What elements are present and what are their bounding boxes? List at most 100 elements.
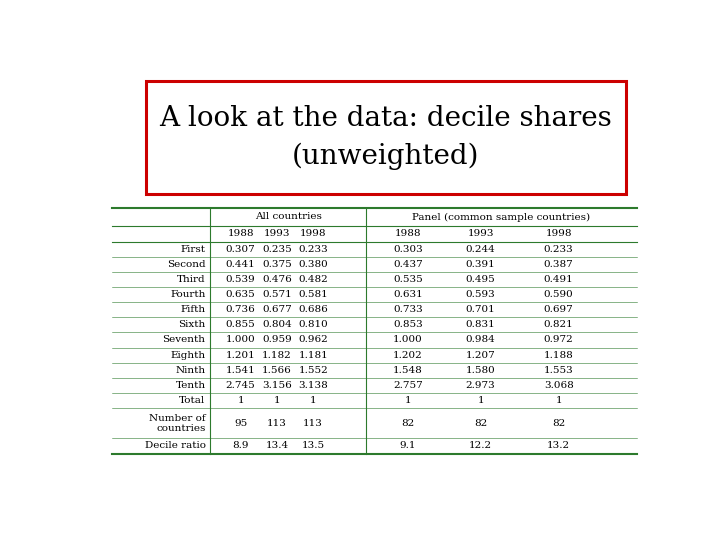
Text: Third: Third — [177, 275, 205, 284]
Text: 1.188: 1.188 — [544, 350, 574, 360]
Text: 1.548: 1.548 — [393, 366, 423, 375]
Text: 3.138: 3.138 — [298, 381, 328, 390]
Text: 1: 1 — [477, 396, 484, 405]
Text: Number of
countries: Number of countries — [149, 414, 205, 433]
Text: 1.553: 1.553 — [544, 366, 574, 375]
Text: Fourth: Fourth — [170, 290, 205, 299]
Text: 0.375: 0.375 — [262, 260, 292, 269]
Text: 0.984: 0.984 — [466, 335, 495, 345]
Text: Ninth: Ninth — [176, 366, 205, 375]
Text: 0.495: 0.495 — [466, 275, 495, 284]
Text: 1.566: 1.566 — [262, 366, 292, 375]
Text: 1.552: 1.552 — [298, 366, 328, 375]
Text: 1998: 1998 — [300, 229, 326, 238]
Text: 113: 113 — [303, 419, 323, 428]
Text: 2.757: 2.757 — [393, 381, 423, 390]
Text: 0.380: 0.380 — [298, 260, 328, 269]
Text: 1.580: 1.580 — [466, 366, 495, 375]
Text: 1: 1 — [405, 396, 411, 405]
Text: All countries: All countries — [255, 212, 322, 221]
Text: 0.491: 0.491 — [544, 275, 574, 284]
Text: 1998: 1998 — [546, 229, 572, 238]
Text: 1993: 1993 — [264, 229, 290, 238]
Text: 0.593: 0.593 — [466, 290, 495, 299]
Text: Seventh: Seventh — [163, 335, 205, 345]
Text: 0.476: 0.476 — [262, 275, 292, 284]
Text: 0.233: 0.233 — [544, 245, 574, 254]
Text: 1988: 1988 — [395, 229, 421, 238]
Text: 0.635: 0.635 — [226, 290, 256, 299]
Text: 0.733: 0.733 — [393, 305, 423, 314]
Text: 0.804: 0.804 — [262, 320, 292, 329]
Text: 9.1: 9.1 — [400, 442, 416, 450]
Text: 0.972: 0.972 — [544, 335, 574, 345]
Text: 2.745: 2.745 — [226, 381, 256, 390]
Text: 1.181: 1.181 — [298, 350, 328, 360]
Text: 8.9: 8.9 — [233, 442, 249, 450]
Text: 1: 1 — [274, 396, 280, 405]
Text: 0.571: 0.571 — [262, 290, 292, 299]
Text: 0.686: 0.686 — [298, 305, 328, 314]
Text: 0.855: 0.855 — [226, 320, 256, 329]
Text: 0.539: 0.539 — [226, 275, 256, 284]
Text: First: First — [181, 245, 205, 254]
Text: A look at the data: decile shares
(unweighted): A look at the data: decile shares (unwei… — [159, 105, 612, 170]
Text: 0.831: 0.831 — [466, 320, 495, 329]
Text: 0.441: 0.441 — [226, 260, 256, 269]
Text: 0.701: 0.701 — [466, 305, 495, 314]
Text: 0.235: 0.235 — [262, 245, 292, 254]
Text: 1: 1 — [555, 396, 562, 405]
Text: Tenth: Tenth — [176, 381, 205, 390]
Text: 0.437: 0.437 — [393, 260, 423, 269]
Text: Second: Second — [167, 260, 205, 269]
Text: Decile ratio: Decile ratio — [145, 442, 205, 450]
Text: 1.201: 1.201 — [226, 350, 256, 360]
Text: 0.962: 0.962 — [298, 335, 328, 345]
Text: 82: 82 — [402, 419, 415, 428]
Text: 0.233: 0.233 — [298, 245, 328, 254]
Text: 0.697: 0.697 — [544, 305, 574, 314]
Text: 1.541: 1.541 — [226, 366, 256, 375]
Text: 1.202: 1.202 — [393, 350, 423, 360]
Text: 12.2: 12.2 — [469, 442, 492, 450]
Text: 113: 113 — [267, 419, 287, 428]
Text: Total: Total — [179, 396, 205, 405]
Text: 0.387: 0.387 — [544, 260, 574, 269]
Text: 1.000: 1.000 — [226, 335, 256, 345]
Text: 0.391: 0.391 — [466, 260, 495, 269]
Text: 0.535: 0.535 — [393, 275, 423, 284]
Text: 82: 82 — [552, 419, 565, 428]
Text: 0.590: 0.590 — [544, 290, 574, 299]
Text: 0.677: 0.677 — [262, 305, 292, 314]
Text: 0.810: 0.810 — [298, 320, 328, 329]
Text: 13.5: 13.5 — [302, 442, 325, 450]
Text: 13.2: 13.2 — [547, 442, 570, 450]
Text: 0.821: 0.821 — [544, 320, 574, 329]
Text: 95: 95 — [234, 419, 247, 428]
Text: 1: 1 — [310, 396, 317, 405]
Text: Eighth: Eighth — [171, 350, 205, 360]
Text: 1.207: 1.207 — [466, 350, 495, 360]
Text: 0.482: 0.482 — [298, 275, 328, 284]
Text: Fifth: Fifth — [181, 305, 205, 314]
Text: 0.631: 0.631 — [393, 290, 423, 299]
Text: 0.303: 0.303 — [393, 245, 423, 254]
Text: 0.244: 0.244 — [466, 245, 495, 254]
Text: 1.182: 1.182 — [262, 350, 292, 360]
FancyBboxPatch shape — [145, 82, 626, 194]
Text: 1988: 1988 — [228, 229, 254, 238]
Text: Sixth: Sixth — [179, 320, 205, 329]
Text: 0.581: 0.581 — [298, 290, 328, 299]
Text: 0.736: 0.736 — [226, 305, 256, 314]
Text: 1993: 1993 — [467, 229, 494, 238]
Text: 13.4: 13.4 — [266, 442, 289, 450]
Text: Panel (common sample countries): Panel (common sample countries) — [413, 212, 590, 221]
Text: 2.973: 2.973 — [466, 381, 495, 390]
Text: 0.853: 0.853 — [393, 320, 423, 329]
Text: 1: 1 — [238, 396, 244, 405]
Text: 3.156: 3.156 — [262, 381, 292, 390]
Text: 1.000: 1.000 — [393, 335, 423, 345]
Text: 3.068: 3.068 — [544, 381, 574, 390]
Text: 0.307: 0.307 — [226, 245, 256, 254]
Text: 82: 82 — [474, 419, 487, 428]
